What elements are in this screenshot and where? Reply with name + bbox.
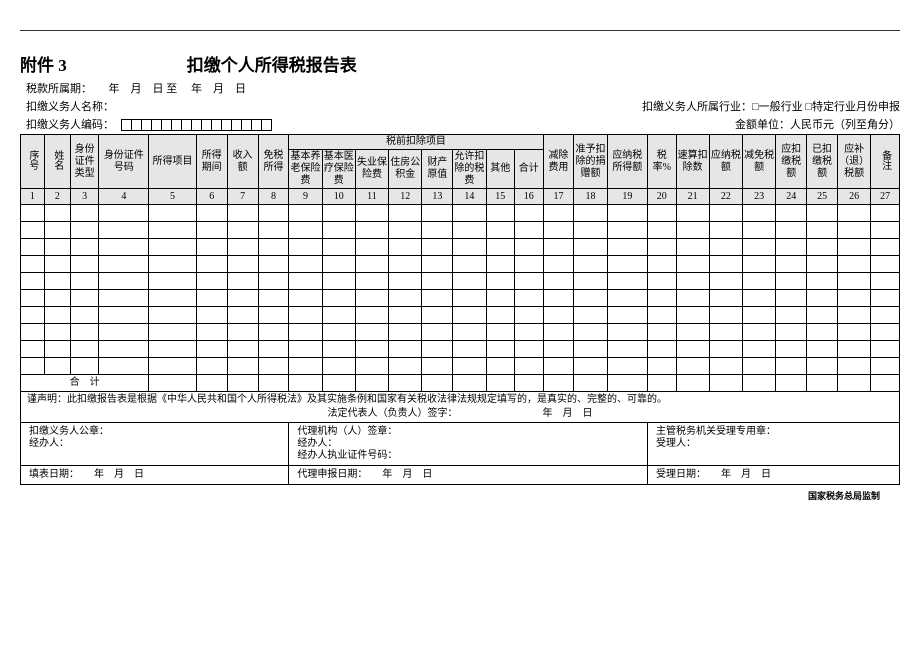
page-title: 扣缴个人所得税报告表 bbox=[187, 51, 357, 76]
total-label: 合 计 bbox=[21, 375, 149, 392]
sig-right3: 受理日期： 年 月 日 bbox=[648, 466, 900, 485]
sig-mid1: 代理机构（人）签章： bbox=[297, 426, 639, 438]
th-9: 基本养老保险费 bbox=[289, 150, 322, 189]
th-19: 应纳税所得额 bbox=[607, 135, 647, 189]
sig-mid3: 经办人执业证件号码： bbox=[297, 450, 639, 462]
total-row: 合 计 bbox=[21, 375, 900, 392]
sig-right2: 受理人： bbox=[656, 438, 891, 450]
agent-name: 扣缴义务人名称： bbox=[26, 98, 642, 114]
table-row bbox=[21, 307, 900, 324]
th-13: 财产原值 bbox=[422, 150, 453, 189]
sig-right1: 主管税务机关受理专用章： bbox=[656, 426, 891, 438]
footer-note: 国家税务总局监制 bbox=[20, 489, 900, 502]
main-table: 序号 姓名 身份证件类型 身份证件号码 所得项目 所得期间 收入额 免税所得 税… bbox=[20, 134, 900, 485]
col-num-row: 1234567891011121314151617181920212223242… bbox=[21, 189, 900, 205]
th-3: 身份证件类型 bbox=[70, 135, 99, 189]
th-8: 免税所得 bbox=[258, 135, 289, 189]
declare-sig: 法定代表人（负责人）签字： 年 月 日 bbox=[27, 408, 893, 420]
th-16: 合计 bbox=[515, 150, 544, 189]
th-10: 基本医疗保险费 bbox=[322, 150, 355, 189]
table-row bbox=[21, 358, 900, 375]
amount-unit: 金额单位：人民币元（列至角分） bbox=[735, 116, 900, 132]
sig-row-2: 填表日期： 年 月 日 代理申报日期： 年 月 日 受理日期： 年 月 日 bbox=[21, 466, 900, 485]
table-row bbox=[21, 256, 900, 273]
sig-left1: 扣缴义务人公章： bbox=[29, 426, 280, 438]
sig-row-1: 扣缴义务人公章： 经办人： 代理机构（人）签章： 经办人： 经办人执业证件号码：… bbox=[21, 423, 900, 466]
th-21: 速算扣除数 bbox=[676, 135, 709, 189]
th-23: 减免税额 bbox=[743, 135, 776, 189]
th-4: 身份证件号码 bbox=[99, 135, 149, 189]
th-24: 应扣缴税额 bbox=[776, 135, 807, 189]
th-2: 姓名 bbox=[44, 135, 70, 189]
th-group: 税前扣除项目 bbox=[289, 135, 543, 150]
sig-left2: 经办人： bbox=[29, 438, 280, 450]
table-row bbox=[21, 222, 900, 239]
th-27: 备注 bbox=[871, 135, 900, 189]
th-5: 所得项目 bbox=[149, 135, 197, 189]
table-row bbox=[21, 290, 900, 307]
sig-mid4: 代理申报日期： 年 月 日 bbox=[289, 466, 648, 485]
th-20: 税率% bbox=[648, 135, 677, 189]
th-14: 允许扣除的税费 bbox=[453, 150, 486, 189]
th-7: 收入额 bbox=[227, 135, 258, 189]
attachment-label: 附件 3 bbox=[20, 51, 67, 76]
th-18: 准予扣除的捐赠额 bbox=[574, 135, 607, 189]
th-25: 已扣缴税额 bbox=[807, 135, 838, 189]
industry: 扣缴义务人所属行业：□一般行业 □特定行业月份申报 bbox=[642, 98, 900, 114]
table-row bbox=[21, 273, 900, 290]
th-12: 住房公积金 bbox=[389, 150, 422, 189]
th-26: 应补（退）税额 bbox=[838, 135, 871, 189]
th-6: 所得期间 bbox=[196, 135, 227, 189]
th-17: 减除费用 bbox=[543, 135, 574, 189]
declare-text: 谨声明：此扣缴报告表是根据《中华人民共和国个人所得税法》及其实施条例和国家有关税… bbox=[27, 394, 893, 406]
table-row bbox=[21, 341, 900, 358]
th-1: 序号 bbox=[21, 135, 45, 189]
table-row bbox=[21, 205, 900, 222]
th-22: 应纳税额 bbox=[709, 135, 742, 189]
code-boxes bbox=[121, 119, 272, 131]
th-11: 失业保险费 bbox=[355, 150, 388, 189]
th-15: 其他 bbox=[486, 150, 515, 189]
table-row bbox=[21, 239, 900, 256]
declare-row: 谨声明：此扣缴报告表是根据《中华人民共和国个人所得税法》及其实施条例和国家有关税… bbox=[21, 392, 900, 423]
sig-mid2: 经办人： bbox=[297, 438, 639, 450]
period: 税款所属期： 年 月 日 至 年 月 日 bbox=[26, 80, 900, 96]
table-row bbox=[21, 324, 900, 341]
sig-left3: 填表日期： 年 月 日 bbox=[21, 466, 289, 485]
agent-code: 扣缴义务人编码： bbox=[26, 116, 735, 132]
